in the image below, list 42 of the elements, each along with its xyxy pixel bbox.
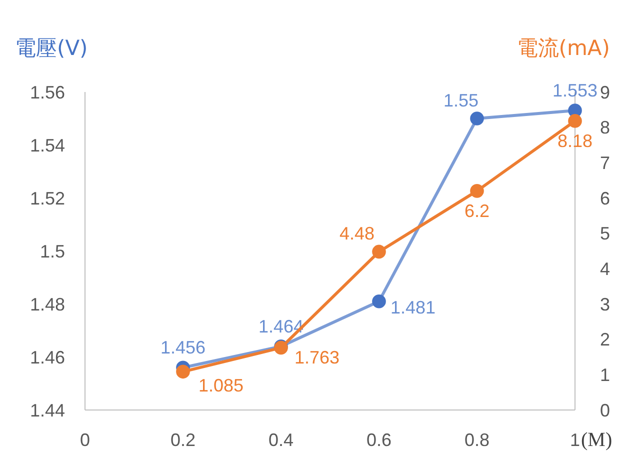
data-label: 1.55 xyxy=(443,90,479,110)
y2-tick-label: 9 xyxy=(600,82,610,102)
x-tick-label: 0.2 xyxy=(170,430,196,450)
x-tick-label: 0.8 xyxy=(464,430,490,450)
y2-tick-label: 4 xyxy=(600,258,610,279)
y-tick-label: 1.56 xyxy=(30,82,65,102)
y-axis-title: 電壓(V) xyxy=(15,36,88,60)
x-tick-label: 0.6 xyxy=(366,430,392,450)
point xyxy=(470,184,484,198)
y2-tick-label: 5 xyxy=(600,224,610,244)
data-label: 1.553 xyxy=(552,80,598,101)
x-tick-label: 1 xyxy=(570,430,580,450)
y2-tick-label: 3 xyxy=(600,294,610,314)
y-tick-label: 1.44 xyxy=(30,400,65,420)
point xyxy=(568,114,582,128)
data-label: 1.763 xyxy=(294,348,340,368)
y2-tick-label: 7 xyxy=(600,152,610,173)
point xyxy=(176,364,190,379)
x-tick-label: 0.4 xyxy=(268,430,294,450)
y-tick-label: 1.52 xyxy=(30,188,65,208)
y2-tick-label: 8 xyxy=(600,118,610,138)
data-label: 1.481 xyxy=(390,297,436,318)
y2-tick-label: 2 xyxy=(600,330,610,350)
data-label: 1.464 xyxy=(258,316,304,336)
y2-axis-title: 電流(mA) xyxy=(516,36,610,60)
y-tick-label: 1.54 xyxy=(30,135,65,156)
data-label: 1.456 xyxy=(160,338,206,358)
y2-tick-label: 1 xyxy=(600,364,610,385)
y-tick-label: 1.5 xyxy=(40,241,65,262)
data-label: 4.48 xyxy=(339,224,375,244)
point xyxy=(372,294,386,308)
x-axis-title: (M) xyxy=(581,429,612,451)
data-label: 1.085 xyxy=(198,376,244,396)
y-tick-label: 1.48 xyxy=(30,294,65,314)
point xyxy=(372,244,386,259)
x-tick-label: 0 xyxy=(80,430,90,450)
y2-tick-label: 6 xyxy=(600,188,610,208)
y-tick-label: 1.46 xyxy=(30,347,65,368)
data-label: 6.2 xyxy=(464,200,490,221)
data-label: 8.18 xyxy=(557,130,593,151)
y2-tick-label: 0 xyxy=(600,400,610,420)
point xyxy=(470,112,484,126)
